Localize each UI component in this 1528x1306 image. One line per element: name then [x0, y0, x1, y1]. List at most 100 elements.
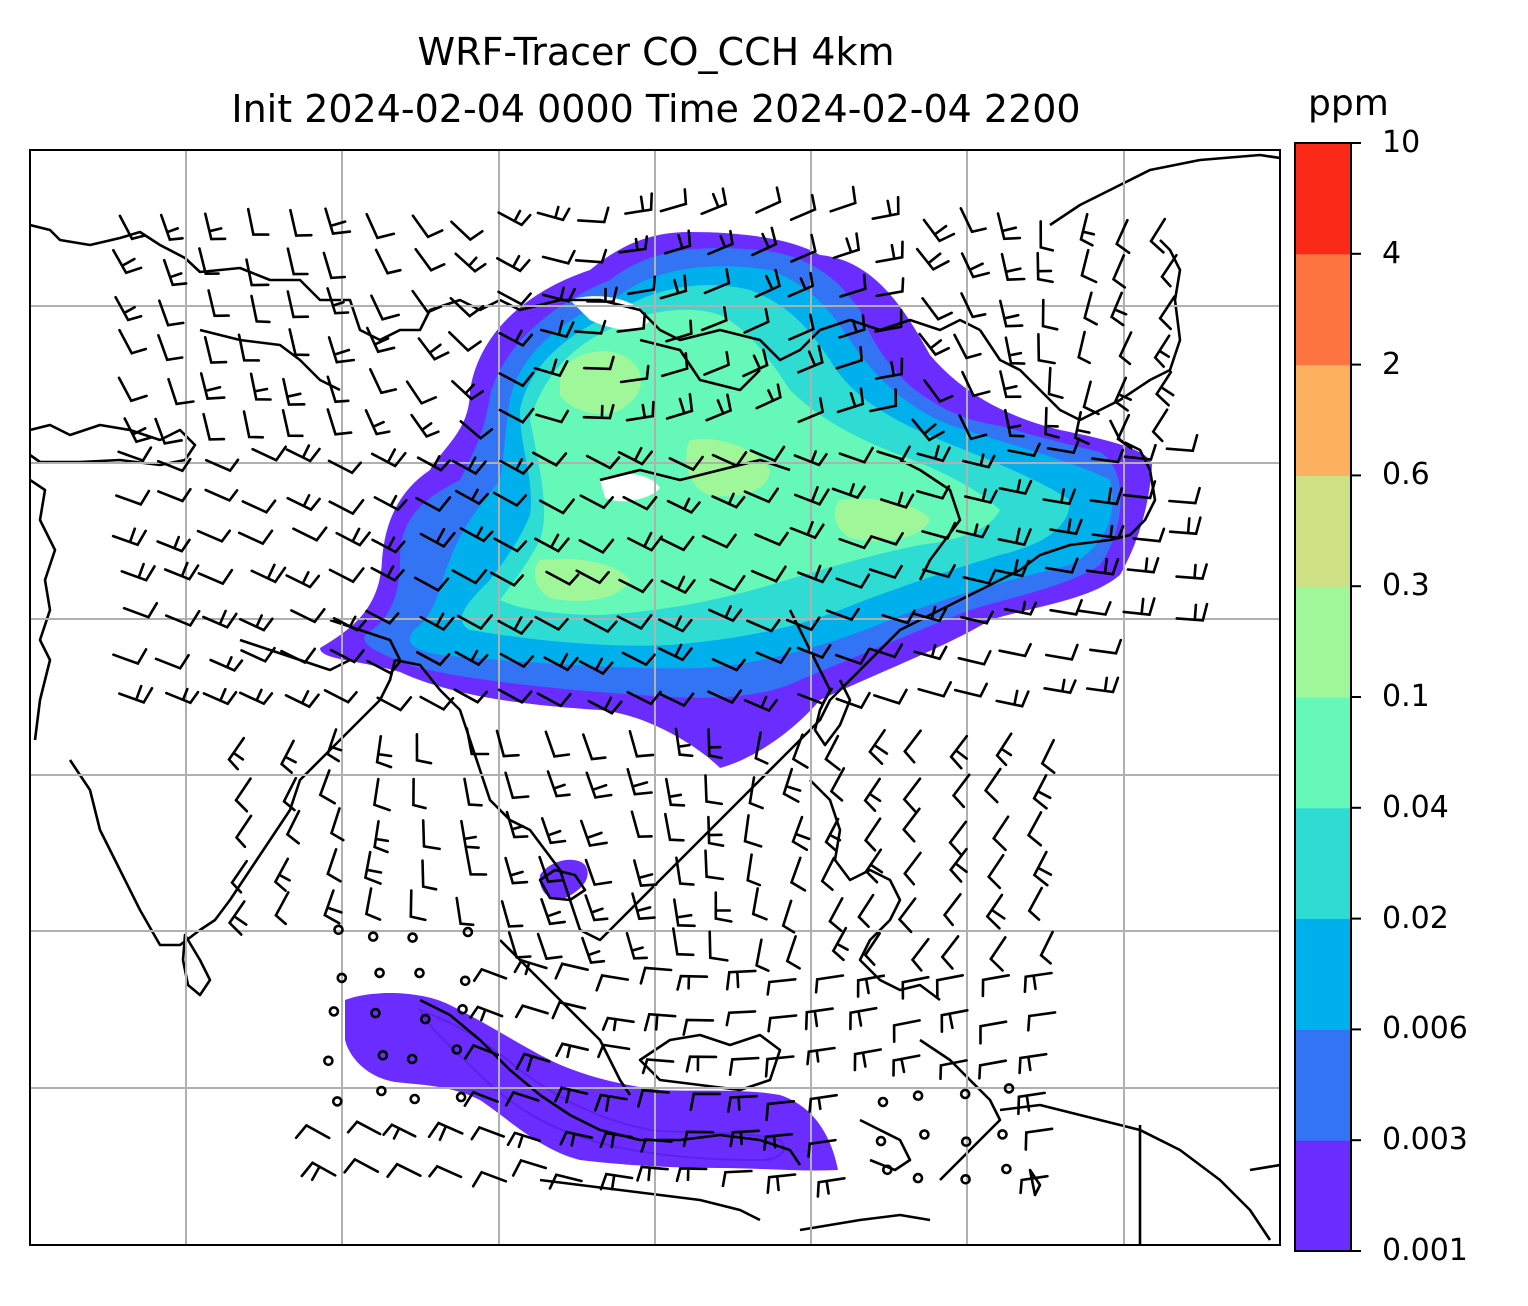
- wind-barb: [708, 930, 729, 962]
- wind-barb: [1153, 334, 1171, 368]
- wind-barb: [118, 684, 154, 704]
- wind-barb: [955, 523, 990, 539]
- wind-barb: [639, 966, 673, 985]
- wind-barb: [1122, 480, 1157, 500]
- wind-barb: [703, 268, 731, 295]
- wind-barb: [767, 1014, 798, 1033]
- wind-barb: [797, 397, 825, 424]
- wind-barb: [659, 535, 695, 552]
- colorbar-tick-label: 0.04: [1382, 789, 1449, 825]
- wind-barb: [781, 899, 796, 934]
- wind-barb: [472, 967, 508, 982]
- wind-barb: [743, 487, 779, 504]
- wind-barb: [836, 387, 865, 414]
- wind-barb: [711, 658, 746, 672]
- wind-barb: [961, 370, 991, 398]
- wind-barb: [584, 894, 609, 922]
- wind-barb: [630, 810, 653, 839]
- wind-barb: [536, 205, 571, 222]
- wind-barb: [289, 208, 313, 237]
- wind-barb: [329, 648, 365, 664]
- wind-barb: [463, 777, 483, 807]
- wind-barb: [1049, 518, 1083, 536]
- wind-barb: [659, 692, 695, 708]
- wind-barb: [804, 1007, 834, 1031]
- wind-barb: [300, 1161, 337, 1182]
- wind-barb: [465, 727, 490, 756]
- wind-barb: [766, 1173, 797, 1194]
- wind-barb: [575, 569, 610, 585]
- wind-barb: [427, 1121, 464, 1142]
- wind-barb: [1089, 638, 1123, 655]
- wind-barb: [511, 1158, 548, 1177]
- wind-barb: [237, 333, 261, 362]
- wind-barb: [751, 887, 768, 921]
- wind-barb: [796, 644, 832, 659]
- wind-barb: [660, 352, 689, 378]
- wind-barb: [997, 527, 1032, 547]
- wind-barb: [624, 192, 653, 215]
- wind-barb: [992, 815, 1010, 852]
- wind-barb: [554, 962, 589, 980]
- wind-barb: [794, 486, 830, 506]
- wind-barb: [250, 294, 271, 324]
- wind-barb: [989, 936, 1007, 972]
- wind-barb: [118, 328, 148, 355]
- wind-barb: [856, 974, 886, 998]
- wind-barb: [1042, 488, 1077, 506]
- wind-calm-marker: [959, 1088, 971, 1100]
- wind-barb: [849, 1006, 878, 1031]
- wind-calm-marker: [960, 1136, 972, 1147]
- wind-barb: [453, 688, 488, 704]
- wind-barb: [464, 1043, 499, 1060]
- wind-barb: [273, 857, 291, 892]
- wind-barb: [835, 346, 863, 370]
- wind-barb: [364, 887, 382, 921]
- wind-barb: [417, 337, 450, 361]
- wind-barb: [806, 1046, 836, 1066]
- wind-barb: [921, 297, 953, 321]
- wind-barb: [464, 847, 488, 876]
- wind-barb: [197, 568, 234, 586]
- wind-barb: [659, 274, 688, 300]
- wind-barb: [582, 403, 615, 420]
- wind-barb: [290, 608, 326, 624]
- wind-barb: [1007, 442, 1041, 458]
- wind-barb: [554, 1086, 589, 1104]
- wind-barb: [117, 376, 148, 403]
- wind-barb: [548, 1173, 583, 1190]
- wind-barb: [682, 1130, 715, 1148]
- wind-barb: [923, 379, 954, 404]
- wind-barb: [1091, 448, 1124, 464]
- wind-barb: [960, 252, 990, 279]
- wind-barb: [622, 495, 658, 511]
- wind-barb: [1079, 212, 1096, 247]
- wind-barb: [1085, 676, 1120, 694]
- wind-barb: [156, 457, 192, 473]
- wind-barb: [951, 773, 971, 809]
- wind-barb: [746, 619, 781, 633]
- wind-barb: [727, 1094, 758, 1113]
- wind-barb: [959, 207, 987, 234]
- wind-barb: [917, 681, 952, 698]
- wind-barb: [1026, 811, 1043, 847]
- wind-barb: [112, 648, 148, 666]
- wind-barb: [797, 687, 833, 706]
- wind-calm-marker: [960, 1174, 971, 1185]
- wind-barb: [940, 1009, 969, 1033]
- wind-barb: [985, 893, 1006, 930]
- wind-barb: [421, 819, 441, 851]
- wind-barb: [1045, 557, 1079, 574]
- wind-barb: [237, 529, 274, 546]
- wind-barb: [631, 892, 656, 921]
- wind-barb: [497, 688, 533, 704]
- wind-barb: [707, 728, 723, 760]
- wind-barb: [876, 445, 911, 461]
- wind-barb: [666, 497, 701, 515]
- wind-calm-marker: [875, 1135, 887, 1147]
- wind-barb: [574, 248, 608, 264]
- wind-barb: [582, 355, 615, 371]
- wind-barb: [793, 450, 828, 467]
- wind-barb: [1039, 930, 1054, 965]
- wind-barb: [672, 927, 695, 957]
